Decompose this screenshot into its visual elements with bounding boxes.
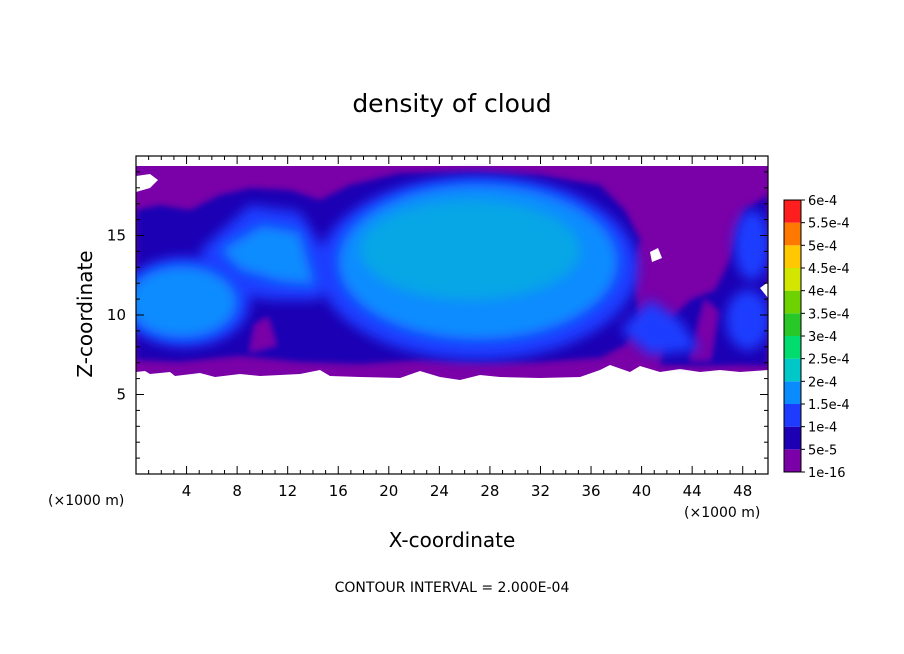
x-tick-label: 36 [581,482,600,500]
axis-ticks [136,156,768,474]
colorbar-label: 1e-4 [808,421,837,436]
colorbar-label: 1e-16 [808,466,846,481]
x-tick-label: 20 [379,482,398,500]
colorbar-label: 4e-4 [808,285,837,300]
colorbar-swatch [784,426,801,450]
x-tick-label: 16 [329,482,348,500]
colorbar-swatch [784,381,801,404]
colorbar-label: 6e-4 [808,194,837,209]
x-tick-label: 24 [430,482,449,500]
y-tick-label: 5 [116,386,126,404]
colorbar-swatch [784,200,801,223]
x-tick-label: 32 [531,482,550,500]
colorbar-swatch [784,336,801,359]
x-tick-label: 48 [733,482,752,500]
colorbar-swatch [784,449,801,472]
x-tick-label: 4 [182,482,192,500]
x-tick-labels: 4 8 12 16 20 24 28 32 36 40 44 48 [182,482,752,500]
colorbar-swatch [784,404,801,427]
chart-title: density of cloud [352,89,551,118]
colorbar-label: 4.5e-4 [808,262,850,277]
y-tick-labels: 5 10 15 [107,227,126,404]
contour-interval-note: CONTOUR INTERVAL = 2.000E-04 [335,580,570,596]
colorbar-label: 2.5e-4 [808,353,850,368]
y-unit-label: (×1000 m) [48,493,124,509]
colorbar-swatch [784,268,801,291]
colorbar-label: 3e-4 [808,330,837,345]
x-tick-label: 40 [632,482,651,500]
y-tick-label: 15 [107,227,126,245]
x-tick-label: 8 [232,482,242,500]
colorbar: 1e-16 5e-5 1e-4 1.5e-4 2e-4 2.5e-4 3e-4 3.5e-4 4… [783,194,850,481]
colorbar-label: 1.5e-4 [808,398,850,413]
y-axis-label: Z-coordinate [73,250,97,377]
colorbar-label: 5e-4 [808,239,837,254]
x-axis-label: X-coordinate [389,528,516,552]
colorbar-label: 5.5e-4 [808,217,850,232]
x-unit-label: (×1000 m) [684,505,760,521]
colorbar-swatch [784,222,801,246]
colorbar-label: 5e-5 [808,443,837,458]
colorbar-swatch [784,290,801,314]
y-tick-label: 10 [107,306,126,324]
colorbar-label: 2e-4 [808,375,837,390]
colorbar-swatch [784,358,801,382]
density-field [136,166,768,380]
colorbar-swatch [784,313,801,336]
colorbar-label: 3.5e-4 [808,307,850,322]
colorbar-swatch [784,245,801,268]
x-tick-label: 28 [480,482,499,500]
x-tick-label: 44 [683,482,702,500]
x-tick-label: 12 [278,482,297,500]
